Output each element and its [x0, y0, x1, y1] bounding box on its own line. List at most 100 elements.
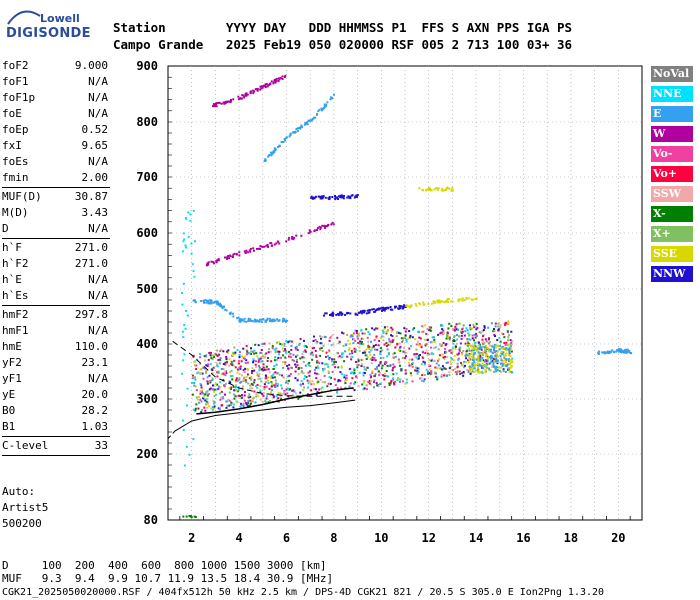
echo-dot [476, 366, 479, 369]
echo-dot [354, 312, 357, 315]
echo-dot [320, 342, 323, 345]
echo-dot [471, 368, 474, 371]
echo-dot [468, 354, 471, 357]
echo-dot [379, 347, 382, 350]
echo-dot [233, 389, 236, 392]
echo-dot [410, 364, 413, 367]
echo-dot [367, 345, 370, 348]
echo-dot [372, 308, 375, 311]
echo-dot [234, 366, 237, 369]
echo-dot [444, 300, 447, 303]
echo-dot [471, 358, 474, 361]
echo-dot [271, 376, 274, 379]
echo-dot [228, 387, 231, 390]
echo-dot [340, 365, 343, 368]
echo-dot [456, 370, 459, 373]
echo-dot [268, 317, 271, 320]
echo-dot [487, 342, 490, 345]
echo-dot [274, 79, 277, 82]
echo-dot [243, 250, 246, 253]
echo-dot [279, 77, 282, 80]
echo-dot [450, 324, 453, 327]
echo-dot [193, 515, 196, 518]
echo-dot [303, 345, 306, 348]
echo-dot [404, 369, 407, 372]
echo-dot [506, 363, 509, 366]
echo-dot [477, 364, 480, 367]
x-tick-label: 20 [611, 531, 625, 545]
echo-dot [428, 328, 431, 331]
echo-dot [386, 329, 389, 332]
echo-dot [348, 385, 351, 388]
echo-dot [415, 348, 418, 351]
echo-dot [207, 380, 210, 383]
echo-dot [301, 356, 304, 359]
echo-dot [316, 381, 319, 384]
echo-dot [333, 378, 336, 381]
echo-dot [454, 370, 457, 373]
echo-dot [432, 300, 435, 303]
echo-dot [327, 372, 330, 375]
echo-dot [234, 383, 237, 386]
echo-dot [221, 397, 224, 400]
echo-dot [470, 371, 473, 374]
echo-dot [288, 350, 291, 353]
echo-dot [625, 351, 628, 354]
echo-dot [264, 83, 267, 86]
echo-dot [411, 336, 414, 339]
echo-dot [205, 370, 208, 373]
echo-dot [266, 85, 269, 88]
echo-dot [322, 369, 325, 372]
echo-dot [439, 332, 442, 335]
echo-dot [486, 360, 489, 363]
echo-dot [294, 355, 297, 358]
echo-dot [288, 363, 291, 366]
echo-dot [243, 377, 246, 380]
echo-dot [492, 357, 495, 360]
echo-dot [285, 240, 288, 243]
echo-dot [369, 374, 372, 377]
echo-dot [195, 389, 198, 392]
echo-dot [494, 335, 497, 338]
echo-dot [194, 385, 197, 388]
echo-dot [346, 333, 349, 336]
echo-dot [274, 81, 277, 84]
echo-dot [182, 282, 185, 285]
echo-dot [385, 330, 388, 333]
echo-dot [264, 319, 267, 322]
echo-dot [300, 379, 303, 382]
echo-dot [223, 102, 226, 105]
echo-dot [386, 355, 389, 358]
echo-dot [432, 336, 435, 339]
echo-dot [496, 366, 499, 369]
echo-dot [246, 373, 249, 376]
echo-dot [379, 350, 382, 353]
echo-dot [387, 375, 390, 378]
echo-dot [488, 337, 491, 340]
echo-dot [330, 376, 333, 379]
echo-dot [443, 189, 446, 192]
echo-dot [472, 356, 475, 359]
echo-dot [621, 351, 624, 354]
echo-dot [307, 386, 310, 389]
echo-dot [480, 366, 483, 369]
echo-dot [284, 74, 287, 77]
echo-dot [483, 364, 486, 367]
note-artist: Artist5 [2, 501, 49, 514]
echo-dot [368, 311, 371, 314]
echo-dot [422, 360, 425, 363]
echo-dot [290, 344, 293, 347]
echo-dot [185, 217, 188, 220]
echo-dot [290, 340, 293, 343]
echo-dot [468, 356, 471, 359]
echo-dot [185, 309, 188, 312]
echo-dot [263, 368, 266, 371]
echo-dot [347, 195, 350, 198]
echo-dot [497, 359, 500, 362]
echo-dot [250, 350, 253, 353]
echo-dot [315, 354, 318, 357]
param-name: yE [2, 388, 16, 401]
echo-dot [495, 350, 498, 353]
echo-dot [249, 395, 252, 398]
param-value: 28.2 [81, 404, 109, 417]
